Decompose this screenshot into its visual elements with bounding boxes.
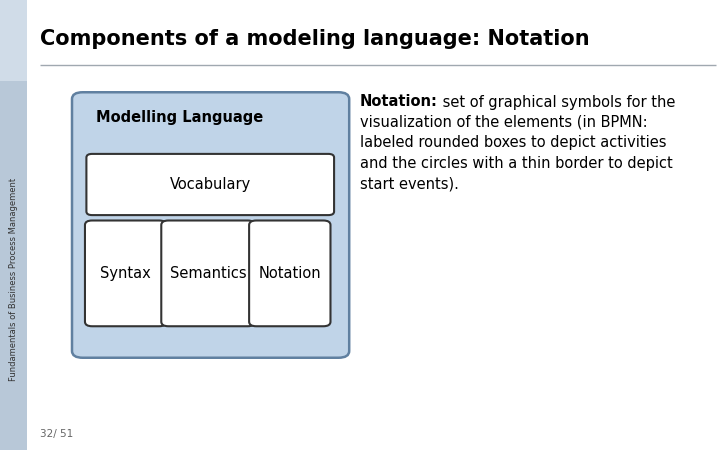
FancyBboxPatch shape	[85, 220, 166, 326]
FancyBboxPatch shape	[161, 220, 255, 326]
Text: visualization of the elements (in BPMN:
labeled rounded boxes to depict activiti: visualization of the elements (in BPMN: …	[360, 94, 672, 191]
Text: 32/ 51: 32/ 51	[40, 429, 73, 439]
FancyBboxPatch shape	[0, 0, 27, 81]
Text: Vocabulary: Vocabulary	[170, 177, 251, 192]
FancyBboxPatch shape	[0, 0, 27, 450]
Text: Components of a modeling language: Notation: Components of a modeling language: Notat…	[40, 29, 589, 49]
Text: Syntax: Syntax	[100, 266, 151, 281]
Text: Notation:: Notation:	[360, 94, 438, 109]
FancyBboxPatch shape	[249, 220, 330, 326]
Text: Modelling Language: Modelling Language	[96, 110, 263, 125]
FancyBboxPatch shape	[86, 154, 334, 215]
FancyBboxPatch shape	[72, 92, 349, 358]
Text: Fundamentals of Business Process Management: Fundamentals of Business Process Managem…	[9, 177, 18, 381]
Text: Semantics: Semantics	[170, 266, 246, 281]
Text: Notation: Notation	[258, 266, 321, 281]
Text: set of graphical symbols for the: set of graphical symbols for the	[438, 94, 675, 109]
